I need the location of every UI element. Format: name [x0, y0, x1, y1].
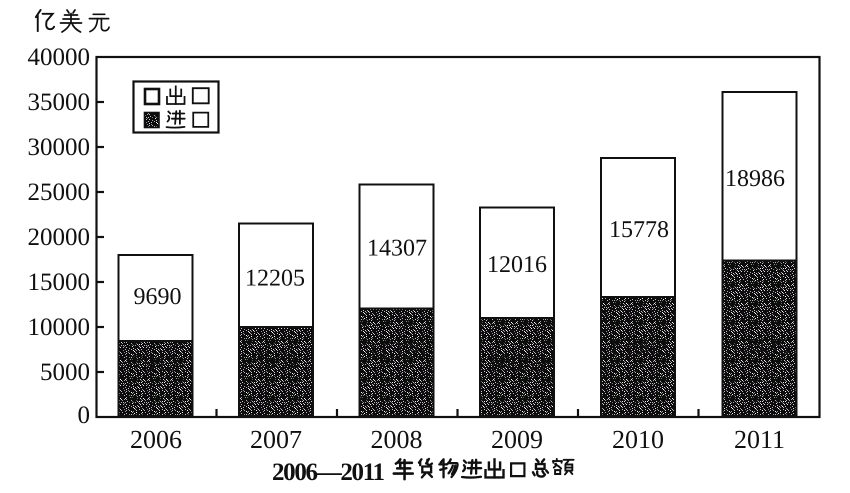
svg-text:25000: 25000 [28, 179, 91, 206]
svg-text:2006: 2006 [130, 425, 182, 454]
svg-text:12016: 12016 [487, 252, 547, 278]
svg-text:10059: 10059 [487, 351, 547, 377]
svg-text:5000: 5000 [40, 359, 90, 386]
svg-text:20000: 20000 [28, 224, 91, 251]
svg-text:2011: 2011 [734, 425, 785, 454]
svg-text:10000: 10000 [28, 314, 91, 341]
svg-text:12205: 12205 [245, 266, 305, 292]
svg-text:2008: 2008 [371, 425, 423, 454]
svg-text:11326: 11326 [367, 338, 426, 364]
svg-text:0: 0 [78, 402, 91, 429]
svg-text:18986: 18986 [725, 166, 785, 192]
svg-text:14307: 14307 [367, 236, 427, 262]
svg-text:2009: 2009 [491, 425, 543, 454]
svg-text:30000: 30000 [28, 134, 91, 161]
svg-text:35000: 35000 [28, 89, 91, 116]
svg-text:9561: 9561 [252, 348, 300, 374]
svg-text:15000: 15000 [28, 269, 91, 296]
svg-text:17435: 17435 [730, 335, 790, 361]
svg-text:15778: 15778 [609, 217, 669, 243]
svg-text:2010: 2010 [612, 425, 664, 454]
svg-text:2006—2011: 2006—2011 [272, 459, 385, 486]
svg-text:9690: 9690 [134, 284, 182, 310]
svg-text:40000: 40000 [28, 44, 91, 71]
svg-text:2007: 2007 [250, 425, 302, 454]
svg-text:7915: 7915 [132, 351, 180, 377]
svg-text:13962: 13962 [608, 335, 668, 361]
